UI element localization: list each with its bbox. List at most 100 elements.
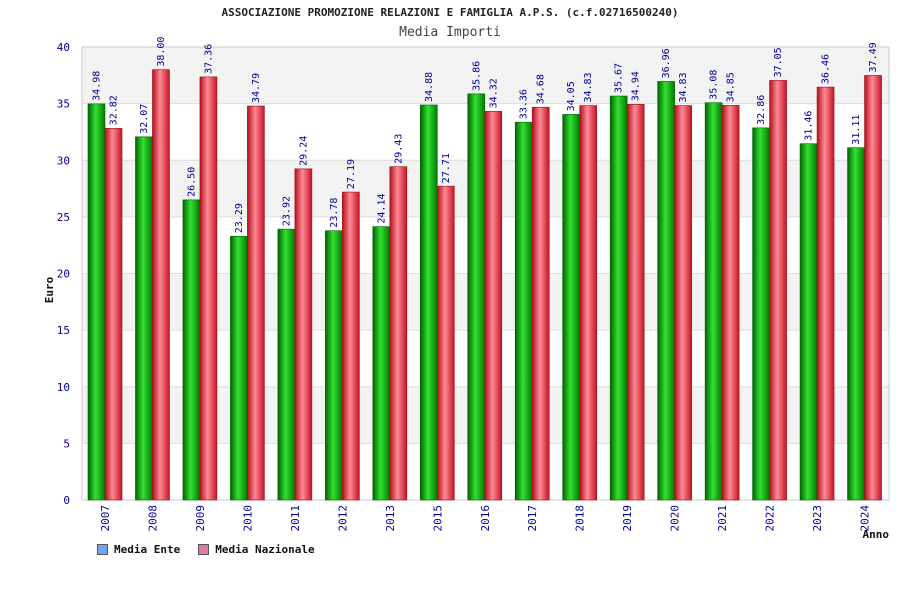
bar-media-nazionale: [816, 86, 835, 501]
bar-media-nazionale: [864, 75, 882, 501]
data-label: 23.78: [329, 198, 340, 228]
data-label: 34.83: [678, 72, 689, 102]
data-label: 37.05: [773, 47, 784, 77]
x-tick-label: 2019: [621, 505, 634, 532]
x-tick-label: 2008: [146, 505, 159, 532]
bar-media-ente: [514, 121, 533, 501]
y-tick-label: 40: [57, 41, 70, 54]
y-tick-label: 35: [57, 98, 70, 111]
x-tick-label: 2022: [764, 505, 777, 532]
data-label: 34.85: [726, 72, 737, 102]
x-tick-label: 2020: [669, 505, 682, 532]
x-tick-label: 2016: [479, 505, 492, 532]
bar-media-ente: [467, 93, 486, 501]
legend-item-ente: Media Ente: [97, 543, 180, 556]
x-tick-label: 2007: [99, 505, 112, 532]
bar-media-ente: [87, 103, 106, 501]
x-tick-label: 2015: [431, 505, 444, 532]
legend: Media Ente Media Nazionale: [97, 543, 333, 556]
data-label: 32.82: [109, 95, 120, 125]
bar-media-nazionale: [769, 80, 787, 501]
bar-media-nazionale: [579, 105, 598, 501]
legend-label-ente: Media Ente: [114, 543, 181, 556]
x-tick-label: 2011: [289, 505, 302, 532]
data-label: 27.19: [346, 159, 357, 189]
data-label: 38.00: [156, 37, 167, 67]
data-label: 24.14: [376, 194, 387, 224]
data-label: 29.24: [298, 136, 309, 166]
bar-media-ente: [657, 81, 675, 501]
data-label: 37.36: [203, 44, 214, 74]
data-label: 34.68: [536, 74, 547, 104]
data-label: 29.43: [393, 134, 404, 164]
x-tick-label: 2017: [526, 505, 539, 532]
x-tick-label: 2009: [194, 505, 207, 532]
y-tick-label: 30: [57, 154, 70, 167]
y-tick-label: 10: [57, 381, 70, 394]
data-label: 35.08: [709, 70, 720, 100]
bar-media-ente: [704, 102, 723, 501]
data-label: 37.49: [868, 42, 879, 72]
bar-media-ente: [799, 143, 818, 501]
data-label: 23.92: [281, 196, 292, 226]
x-tick-label: 2012: [336, 505, 349, 532]
data-label: 34.98: [92, 71, 103, 101]
bar-media-ente: [372, 226, 391, 501]
data-label: 32.07: [139, 104, 150, 134]
data-label: 32.86: [756, 95, 767, 125]
bar-media-nazionale: [721, 105, 740, 501]
chart-title: ASSOCIAZIONE PROMOZIONE RELAZIONI E FAMI…: [221, 6, 679, 19]
data-label: 34.05: [566, 81, 577, 111]
bar-media-ente: [609, 95, 628, 501]
y-tick-label: 5: [63, 437, 70, 450]
data-label: 33.36: [519, 89, 530, 119]
y-tick-label: 25: [57, 211, 70, 224]
bar-media-nazionale: [389, 166, 408, 501]
data-label: 27.71: [441, 153, 452, 183]
bar-media-ente: [419, 104, 438, 501]
legend-label-nazionale: Media Nazionale: [215, 543, 315, 556]
legend-item-nazionale: Media Nazionale: [198, 543, 315, 556]
x-tick-label: 2024: [859, 505, 872, 532]
bar-media-nazionale: [626, 104, 645, 501]
bar-media-nazionale: [104, 128, 123, 501]
data-label: 34.94: [631, 71, 642, 101]
bar-media-ente: [847, 147, 865, 501]
y-tick-label: 15: [57, 324, 70, 337]
data-label: 34.83: [583, 72, 594, 102]
chart-subtitle: Media Importi: [399, 25, 501, 40]
bar-media-nazionale: [294, 168, 313, 501]
data-label: 26.50: [186, 167, 197, 197]
x-tick-label: 2010: [241, 505, 254, 532]
legend-swatch-ente: [97, 544, 108, 555]
x-tick-label: 2013: [384, 505, 397, 532]
data-label: 31.46: [804, 111, 815, 141]
bar-media-nazionale: [674, 105, 692, 501]
bar-media-nazionale: [247, 105, 265, 501]
bar-media-ente: [752, 127, 770, 501]
data-label: 31.11: [851, 115, 862, 145]
bar-media-ente: [135, 136, 153, 501]
data-label: 35.86: [471, 61, 482, 91]
bar-media-ente: [230, 235, 248, 501]
data-label: 34.79: [251, 73, 262, 103]
bar-media-ente: [182, 199, 201, 501]
y-tick-label: 0: [63, 494, 70, 507]
x-axis-label: Anno: [863, 528, 890, 541]
data-label: 36.96: [661, 48, 672, 78]
legend-swatch-nazionale: [198, 544, 210, 555]
x-tick-label: 2021: [716, 505, 729, 532]
data-label: 23.29: [234, 203, 245, 233]
y-axis-label: Euro: [43, 276, 56, 303]
bar-media-ente: [277, 228, 296, 501]
x-tick-label: 2023: [811, 505, 824, 532]
y-tick-label: 20: [57, 268, 70, 281]
bar-media-nazionale: [484, 111, 503, 501]
bar-media-nazionale: [436, 185, 455, 501]
bar-media-nazionale: [342, 191, 360, 501]
bar-media-nazionale: [199, 76, 218, 501]
x-tick-label: 2018: [574, 505, 587, 532]
bar-media-ente: [562, 114, 581, 501]
bar-media-nazionale: [152, 69, 170, 501]
